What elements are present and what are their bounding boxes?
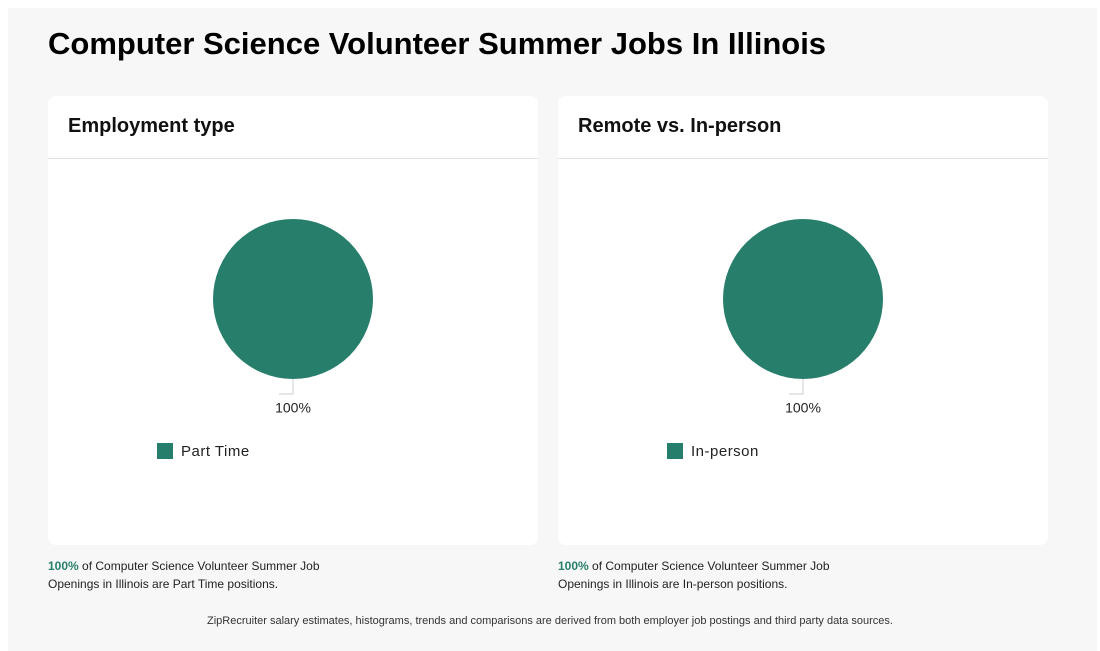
divider	[558, 158, 1048, 159]
pie-slice	[213, 219, 373, 379]
footer: ZipRecruiter salary estimates, histogram…	[207, 615, 893, 627]
caption: 100% of Computer Science Volunteer Summe…	[48, 557, 338, 593]
chart-card: Employment type 100% Part Time	[48, 96, 538, 545]
data-label: 100%	[275, 400, 311, 416]
chart: 100% In-person	[667, 219, 883, 460]
caption-text: of Computer Science Volunteer Summer Job…	[558, 559, 830, 591]
data-label: 100%	[785, 400, 821, 416]
leader-line	[279, 379, 294, 395]
pie-slice	[723, 219, 883, 379]
chart-title: Employment type	[68, 115, 235, 137]
chart-title: Remote vs. In-person	[578, 115, 782, 137]
chart-card: Remote vs. In-person 100% In-person	[558, 96, 1048, 545]
caption: 100% of Computer Science Volunteer Summe…	[558, 557, 848, 593]
legend-label: Part Time	[181, 443, 250, 460]
legend-swatch	[667, 443, 683, 459]
caption-text: of Computer Science Volunteer Summer Job…	[48, 559, 320, 591]
caption-highlight: 100%	[48, 559, 79, 573]
chart: 100% Part Time	[157, 219, 373, 460]
legend-swatch	[157, 443, 173, 459]
caption-highlight: 100%	[558, 559, 589, 573]
legend-label: In-person	[691, 443, 759, 460]
page-title: Computer Science Volunteer Summer Jobs I…	[48, 26, 827, 61]
divider	[48, 158, 538, 159]
leader-line	[789, 379, 804, 395]
